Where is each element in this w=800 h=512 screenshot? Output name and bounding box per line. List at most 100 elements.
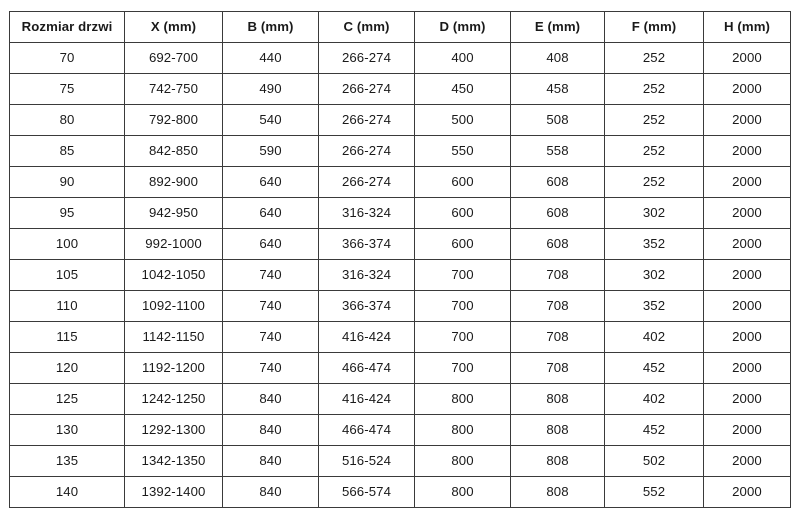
cell-door-size: 105: [9, 259, 125, 291]
cell-value: 550: [414, 135, 511, 167]
cell-value: 840: [222, 476, 319, 508]
table-row: 130 1292-1300 840 466-474 800 808 452 2000: [9, 414, 791, 446]
cell-value: 708: [510, 352, 605, 384]
cell-value: 792-800: [124, 104, 223, 136]
cell-door-size: 95: [9, 197, 125, 229]
cell-value: 252: [604, 104, 704, 136]
column-header-rozmiar-drzwi: Rozmiar drzwi: [9, 11, 125, 43]
cell-value: 840: [222, 383, 319, 415]
cell-value: 552: [604, 476, 704, 508]
cell-value: 408: [510, 42, 605, 74]
table-row: 135 1342-1350 840 516-524 800 808 502 2000: [9, 445, 791, 477]
cell-value: 600: [414, 166, 511, 198]
cell-value: 1242-1250: [124, 383, 223, 415]
cell-value: 252: [604, 135, 704, 167]
cell-value: 266-274: [318, 135, 415, 167]
cell-value: 840: [222, 414, 319, 446]
cell-value: 500: [414, 104, 511, 136]
cell-door-size: 75: [9, 73, 125, 105]
cell-value: 566-574: [318, 476, 415, 508]
cell-value: 2000: [703, 445, 791, 477]
cell-value: 402: [604, 321, 704, 353]
column-header-b: B (mm): [222, 11, 319, 43]
cell-value: 740: [222, 290, 319, 322]
cell-value: 366-374: [318, 228, 415, 260]
cell-door-size: 120: [9, 352, 125, 384]
cell-value: 842-850: [124, 135, 223, 167]
specification-table-container: Rozmiar drzwi X (mm) B (mm) C (mm) D (mm…: [9, 11, 791, 508]
cell-door-size: 80: [9, 104, 125, 136]
column-header-d: D (mm): [414, 11, 511, 43]
cell-value: 700: [414, 321, 511, 353]
cell-value: 1042-1050: [124, 259, 223, 291]
cell-value: 740: [222, 259, 319, 291]
cell-value: 452: [604, 352, 704, 384]
cell-value: 266-274: [318, 104, 415, 136]
table-row: 95 942-950 640 316-324 600 608 302 2000: [9, 197, 791, 229]
table-header: Rozmiar drzwi X (mm) B (mm) C (mm) D (mm…: [9, 11, 791, 43]
cell-value: 808: [510, 476, 605, 508]
table-row: 100 992-1000 640 366-374 600 608 352 2000: [9, 228, 791, 260]
cell-value: 800: [414, 383, 511, 415]
cell-value: 266-274: [318, 166, 415, 198]
cell-value: 608: [510, 228, 605, 260]
cell-value: 266-274: [318, 73, 415, 105]
cell-value: 992-1000: [124, 228, 223, 260]
column-header-f: F (mm): [604, 11, 704, 43]
cell-value: 450: [414, 73, 511, 105]
cell-value: 416-424: [318, 321, 415, 353]
cell-value: 640: [222, 166, 319, 198]
cell-value: 508: [510, 104, 605, 136]
table-row: 90 892-900 640 266-274 600 608 252 2000: [9, 166, 791, 198]
table-row: 105 1042-1050 740 316-324 700 708 302 2000: [9, 259, 791, 291]
cell-value: 316-324: [318, 259, 415, 291]
cell-value: 366-374: [318, 290, 415, 322]
door-size-specification-table: Rozmiar drzwi X (mm) B (mm) C (mm) D (mm…: [9, 11, 791, 508]
cell-door-size: 140: [9, 476, 125, 508]
cell-value: 1192-1200: [124, 352, 223, 384]
table-row: 110 1092-1100 740 366-374 700 708 352 2000: [9, 290, 791, 322]
column-header-h: H (mm): [703, 11, 791, 43]
cell-value: 516-524: [318, 445, 415, 477]
cell-door-size: 90: [9, 166, 125, 198]
cell-value: 266-274: [318, 42, 415, 74]
cell-value: 2000: [703, 42, 791, 74]
cell-value: 1292-1300: [124, 414, 223, 446]
cell-value: 402: [604, 383, 704, 415]
cell-value: 2000: [703, 352, 791, 384]
cell-value: 2000: [703, 321, 791, 353]
cell-value: 252: [604, 73, 704, 105]
table-row: 125 1242-1250 840 416-424 800 808 402 2000: [9, 383, 791, 415]
cell-door-size: 70: [9, 42, 125, 74]
cell-value: 440: [222, 42, 319, 74]
cell-door-size: 115: [9, 321, 125, 353]
cell-value: 1092-1100: [124, 290, 223, 322]
cell-value: 466-474: [318, 352, 415, 384]
table-row: 80 792-800 540 266-274 500 508 252 2000: [9, 104, 791, 136]
cell-value: 800: [414, 476, 511, 508]
cell-value: 302: [604, 259, 704, 291]
cell-value: 808: [510, 414, 605, 446]
cell-value: 692-700: [124, 42, 223, 74]
cell-value: 608: [510, 166, 605, 198]
cell-value: 708: [510, 321, 605, 353]
cell-value: 892-900: [124, 166, 223, 198]
cell-value: 352: [604, 290, 704, 322]
cell-door-size: 110: [9, 290, 125, 322]
cell-value: 452: [604, 414, 704, 446]
cell-value: 2000: [703, 259, 791, 291]
cell-value: 352: [604, 228, 704, 260]
cell-value: 800: [414, 414, 511, 446]
cell-value: 502: [604, 445, 704, 477]
cell-value: 800: [414, 445, 511, 477]
column-header-x: X (mm): [124, 11, 223, 43]
cell-value: 640: [222, 197, 319, 229]
cell-value: 2000: [703, 383, 791, 415]
cell-value: 1392-1400: [124, 476, 223, 508]
cell-value: 2000: [703, 290, 791, 322]
cell-value: 558: [510, 135, 605, 167]
cell-value: 600: [414, 228, 511, 260]
table-header-row: Rozmiar drzwi X (mm) B (mm) C (mm) D (mm…: [9, 11, 791, 43]
cell-value: 2000: [703, 197, 791, 229]
cell-value: 540: [222, 104, 319, 136]
